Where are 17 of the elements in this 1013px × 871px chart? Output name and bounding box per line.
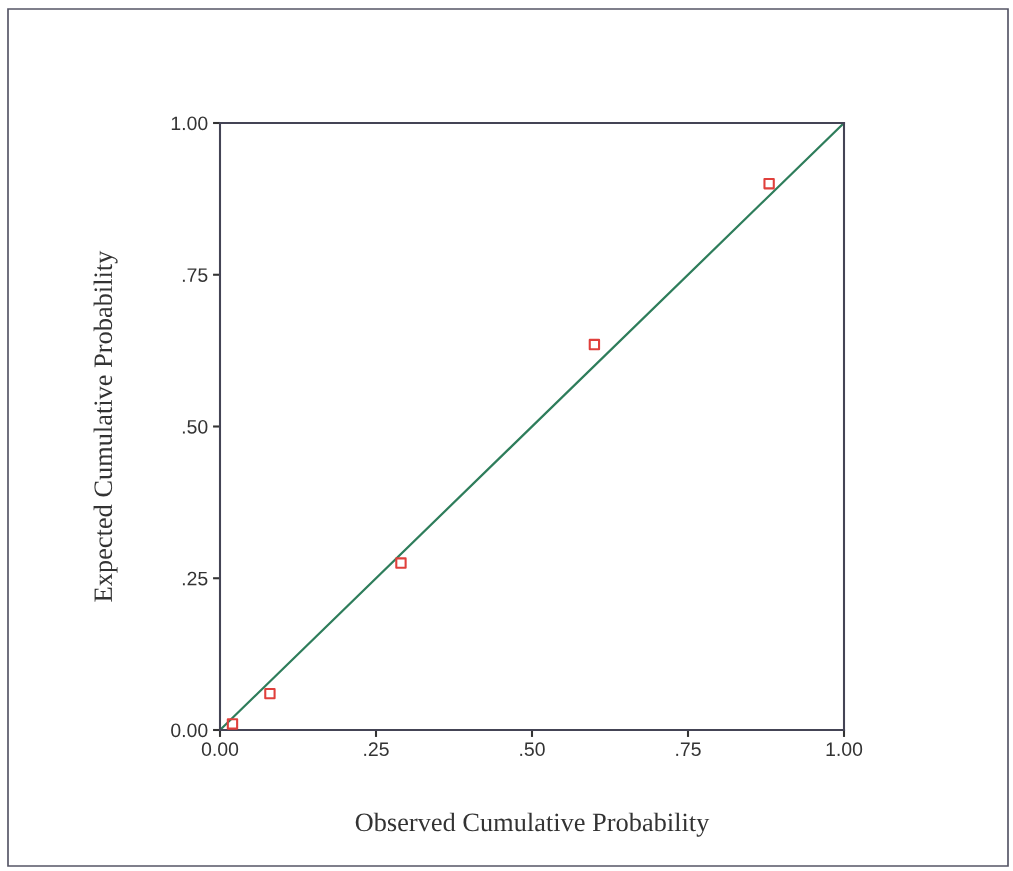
x-tick-label: .50 bbox=[520, 742, 545, 757]
x-tick-label: 1.00 bbox=[826, 742, 863, 757]
y-tick-label: 1.00 bbox=[171, 116, 208, 131]
point bbox=[395, 557, 407, 569]
x-axis-title: Observed Cumulative Probability bbox=[355, 812, 710, 837]
point bbox=[588, 338, 601, 351]
y-tick-label: 0.00 bbox=[171, 723, 208, 738]
point bbox=[264, 687, 276, 700]
x-tick-label: .25 bbox=[364, 742, 389, 757]
point bbox=[763, 178, 775, 190]
x-tick-label: .75 bbox=[676, 742, 701, 757]
y-tick-label: .75 bbox=[182, 268, 208, 282]
y-axis-title: Expected Cumulative Probability bbox=[93, 250, 118, 602]
x-tick-label: 0.00 bbox=[201, 742, 239, 757]
y-tick-label: .50 bbox=[182, 419, 208, 434]
y-tick-label: .25 bbox=[182, 571, 208, 586]
point bbox=[226, 718, 239, 730]
